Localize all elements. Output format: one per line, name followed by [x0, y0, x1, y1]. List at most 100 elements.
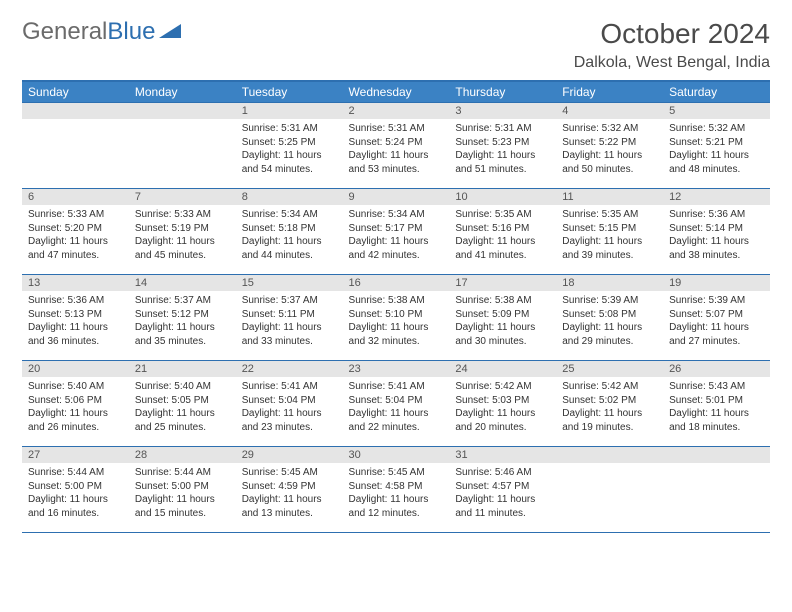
calendar-day-cell: 24Sunrise: 5:42 AMSunset: 5:03 PMDayligh… — [449, 361, 556, 447]
sunrise-text: Sunrise: 5:39 AM — [562, 294, 657, 308]
day-content: Sunrise: 5:31 AMSunset: 5:23 PMDaylight:… — [449, 119, 556, 179]
calendar-day-cell: 26Sunrise: 5:43 AMSunset: 5:01 PMDayligh… — [663, 361, 770, 447]
sunset-text: Sunset: 5:08 PM — [562, 308, 657, 322]
day-content: Sunrise: 5:34 AMSunset: 5:18 PMDaylight:… — [236, 205, 343, 265]
daylight-text: Daylight: 11 hours and 29 minutes. — [562, 321, 657, 348]
day-number: 26 — [663, 361, 770, 377]
sunset-text: Sunset: 5:23 PM — [455, 136, 550, 150]
sunset-text: Sunset: 5:00 PM — [135, 480, 230, 494]
sunset-text: Sunset: 5:04 PM — [349, 394, 444, 408]
calendar-day-cell: 23Sunrise: 5:41 AMSunset: 5:04 PMDayligh… — [343, 361, 450, 447]
calendar-day-cell: 25Sunrise: 5:42 AMSunset: 5:02 PMDayligh… — [556, 361, 663, 447]
day-number: 10 — [449, 189, 556, 205]
weekday-header: Tuesday — [236, 81, 343, 103]
calendar-week-row: 27Sunrise: 5:44 AMSunset: 5:00 PMDayligh… — [22, 447, 770, 533]
day-number: 17 — [449, 275, 556, 291]
calendar-day-cell: 4Sunrise: 5:32 AMSunset: 5:22 PMDaylight… — [556, 103, 663, 189]
sunset-text: Sunset: 5:06 PM — [28, 394, 123, 408]
daylight-text: Daylight: 11 hours and 25 minutes. — [135, 407, 230, 434]
calendar-week-row: 1Sunrise: 5:31 AMSunset: 5:25 PMDaylight… — [22, 103, 770, 189]
daylight-text: Daylight: 11 hours and 53 minutes. — [349, 149, 444, 176]
header: GeneralBlue October 2024 Dalkola, West B… — [22, 18, 770, 72]
day-number: 31 — [449, 447, 556, 463]
sunset-text: Sunset: 5:22 PM — [562, 136, 657, 150]
day-content: Sunrise: 5:41 AMSunset: 5:04 PMDaylight:… — [236, 377, 343, 437]
day-content: Sunrise: 5:43 AMSunset: 5:01 PMDaylight:… — [663, 377, 770, 437]
sunset-text: Sunset: 5:18 PM — [242, 222, 337, 236]
day-number: 22 — [236, 361, 343, 377]
sunset-text: Sunset: 5:12 PM — [135, 308, 230, 322]
sunrise-text: Sunrise: 5:42 AM — [455, 380, 550, 394]
sunrise-text: Sunrise: 5:35 AM — [562, 208, 657, 222]
calendar-day-cell — [22, 103, 129, 189]
sunrise-text: Sunrise: 5:45 AM — [349, 466, 444, 480]
day-content: Sunrise: 5:35 AMSunset: 5:16 PMDaylight:… — [449, 205, 556, 265]
day-content: Sunrise: 5:32 AMSunset: 5:22 PMDaylight:… — [556, 119, 663, 179]
day-content: Sunrise: 5:32 AMSunset: 5:21 PMDaylight:… — [663, 119, 770, 179]
day-content: Sunrise: 5:34 AMSunset: 5:17 PMDaylight:… — [343, 205, 450, 265]
sunset-text: Sunset: 5:03 PM — [455, 394, 550, 408]
sunset-text: Sunset: 5:24 PM — [349, 136, 444, 150]
calendar-table: Sunday Monday Tuesday Wednesday Thursday… — [22, 80, 770, 533]
day-number: 27 — [22, 447, 129, 463]
day-number — [129, 103, 236, 119]
day-content: Sunrise: 5:35 AMSunset: 5:15 PMDaylight:… — [556, 205, 663, 265]
day-number: 7 — [129, 189, 236, 205]
day-content: Sunrise: 5:44 AMSunset: 5:00 PMDaylight:… — [22, 463, 129, 523]
calendar-day-cell — [556, 447, 663, 533]
sunset-text: Sunset: 5:14 PM — [669, 222, 764, 236]
weekday-header: Monday — [129, 81, 236, 103]
daylight-text: Daylight: 11 hours and 30 minutes. — [455, 321, 550, 348]
sunrise-text: Sunrise: 5:37 AM — [242, 294, 337, 308]
sunset-text: Sunset: 5:13 PM — [28, 308, 123, 322]
sunrise-text: Sunrise: 5:42 AM — [562, 380, 657, 394]
daylight-text: Daylight: 11 hours and 12 minutes. — [349, 493, 444, 520]
day-content: Sunrise: 5:40 AMSunset: 5:06 PMDaylight:… — [22, 377, 129, 437]
calendar-day-cell: 31Sunrise: 5:46 AMSunset: 4:57 PMDayligh… — [449, 447, 556, 533]
day-content: Sunrise: 5:42 AMSunset: 5:03 PMDaylight:… — [449, 377, 556, 437]
day-content: Sunrise: 5:36 AMSunset: 5:14 PMDaylight:… — [663, 205, 770, 265]
calendar-day-cell: 14Sunrise: 5:37 AMSunset: 5:12 PMDayligh… — [129, 275, 236, 361]
day-content: Sunrise: 5:45 AMSunset: 4:58 PMDaylight:… — [343, 463, 450, 523]
calendar-day-cell: 16Sunrise: 5:38 AMSunset: 5:10 PMDayligh… — [343, 275, 450, 361]
day-number: 28 — [129, 447, 236, 463]
sunrise-text: Sunrise: 5:35 AM — [455, 208, 550, 222]
day-number: 5 — [663, 103, 770, 119]
sunrise-text: Sunrise: 5:32 AM — [562, 122, 657, 136]
daylight-text: Daylight: 11 hours and 22 minutes. — [349, 407, 444, 434]
daylight-text: Daylight: 11 hours and 20 minutes. — [455, 407, 550, 434]
day-content: Sunrise: 5:31 AMSunset: 5:25 PMDaylight:… — [236, 119, 343, 179]
sunrise-text: Sunrise: 5:38 AM — [349, 294, 444, 308]
title-block: October 2024 Dalkola, West Bengal, India — [574, 18, 770, 72]
day-content: Sunrise: 5:41 AMSunset: 5:04 PMDaylight:… — [343, 377, 450, 437]
daylight-text: Daylight: 11 hours and 13 minutes. — [242, 493, 337, 520]
sunset-text: Sunset: 5:05 PM — [135, 394, 230, 408]
calendar-day-cell: 20Sunrise: 5:40 AMSunset: 5:06 PMDayligh… — [22, 361, 129, 447]
day-number: 1 — [236, 103, 343, 119]
sunrise-text: Sunrise: 5:44 AM — [28, 466, 123, 480]
sunrise-text: Sunrise: 5:34 AM — [242, 208, 337, 222]
sunrise-text: Sunrise: 5:43 AM — [669, 380, 764, 394]
day-content: Sunrise: 5:46 AMSunset: 4:57 PMDaylight:… — [449, 463, 556, 523]
day-content: Sunrise: 5:40 AMSunset: 5:05 PMDaylight:… — [129, 377, 236, 437]
sunset-text: Sunset: 5:02 PM — [562, 394, 657, 408]
sunset-text: Sunset: 5:17 PM — [349, 222, 444, 236]
weekday-header: Friday — [556, 81, 663, 103]
day-number: 2 — [343, 103, 450, 119]
sunrise-text: Sunrise: 5:34 AM — [349, 208, 444, 222]
day-number: 19 — [663, 275, 770, 291]
day-content: Sunrise: 5:37 AMSunset: 5:12 PMDaylight:… — [129, 291, 236, 351]
day-content: Sunrise: 5:33 AMSunset: 5:20 PMDaylight:… — [22, 205, 129, 265]
calendar-day-cell: 13Sunrise: 5:36 AMSunset: 5:13 PMDayligh… — [22, 275, 129, 361]
sunrise-text: Sunrise: 5:40 AM — [28, 380, 123, 394]
sunset-text: Sunset: 5:00 PM — [28, 480, 123, 494]
calendar-day-cell: 11Sunrise: 5:35 AMSunset: 5:15 PMDayligh… — [556, 189, 663, 275]
daylight-text: Daylight: 11 hours and 51 minutes. — [455, 149, 550, 176]
logo-text-2: Blue — [107, 18, 155, 46]
day-number: 29 — [236, 447, 343, 463]
daylight-text: Daylight: 11 hours and 27 minutes. — [669, 321, 764, 348]
day-content: Sunrise: 5:36 AMSunset: 5:13 PMDaylight:… — [22, 291, 129, 351]
day-number — [663, 447, 770, 463]
sunrise-text: Sunrise: 5:32 AM — [669, 122, 764, 136]
calendar-day-cell — [663, 447, 770, 533]
